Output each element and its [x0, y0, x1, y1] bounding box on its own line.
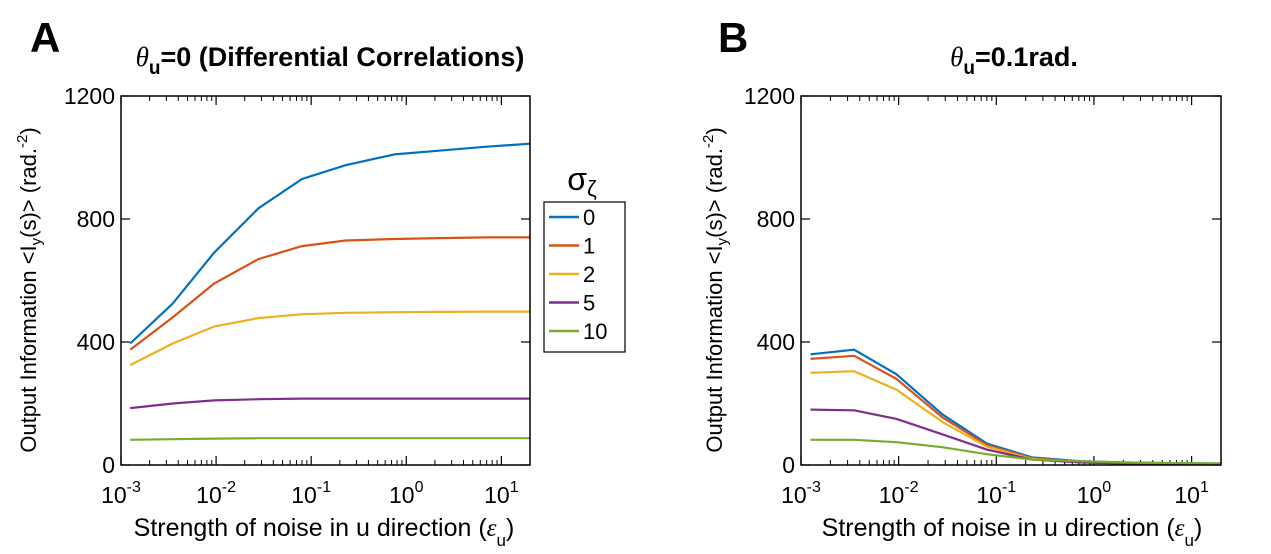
panel-a-x-tick-label-exp: -1: [317, 479, 331, 496]
panel-a-series-line-2: [129, 310, 530, 367]
panel-b-y-tick-label: 1200: [744, 83, 795, 109]
panel-b-y-tick-label: 0: [782, 452, 795, 478]
panel-a-xlabel-end: ): [506, 514, 514, 542]
panel-b-title-rest: =0.1rad.: [975, 42, 1078, 72]
panel-b-ylabel: Output Information <Iy(s)> (rad.-2): [700, 127, 731, 452]
panel-a-x-tick-label: 10-3: [101, 479, 141, 508]
panel-a-series-line-0: [129, 142, 531, 345]
panel-b-x-tick-label-exp: -1: [1002, 479, 1016, 496]
panel-b-x-tick-label-exp: -2: [904, 479, 918, 496]
panel-a-x-tick-label-base: 10: [101, 482, 127, 508]
panel-b-axes-box: [800, 95, 1222, 466]
panel-b-ylabel-end: ): [702, 127, 727, 134]
panel-a: A θu=0 (Differential Correlations) Outpu…: [14, 14, 626, 550]
panel-a-letter: A: [30, 14, 60, 61]
panel-b-x-tick-label-base: 10: [781, 482, 807, 508]
panel-b-x-tick-label-base: 10: [1174, 482, 1200, 508]
panel-b-x-tick-label: 10-3: [781, 479, 821, 508]
panel-a-x-tick-label-base: 10: [389, 482, 415, 508]
panel-b-xlabel-symbol: ε: [1175, 515, 1185, 542]
panel-b-x-tick-label-exp: 1: [1200, 479, 1209, 496]
legend-box: [543, 201, 626, 353]
panel-a-ylabel-text: Output Information <I: [16, 245, 41, 452]
panel-b-title-sub: u: [963, 58, 975, 79]
panel-b-x-tick-label-base: 10: [879, 482, 905, 508]
panel-a-xlabel-text: Strength of noise in u direction (: [134, 514, 488, 542]
panel-b-ylabel-text: Output Information <I: [702, 245, 727, 452]
panel-b-x-tick-label-exp: -3: [807, 479, 821, 496]
panel-a-xlabel: Strength of noise in u direction (εu): [134, 514, 515, 550]
panel-b-series-line-1: [810, 354, 1222, 466]
panel-b-x-tick-label: 101: [1174, 479, 1209, 508]
panel-a-ylabel-sub: y: [28, 237, 45, 245]
panel-b-x-tick-label-base: 10: [1077, 482, 1103, 508]
panel-a-ylabel-rest: (s)> (rad.: [16, 148, 41, 238]
panel-b-xlabel: Strength of noise in u direction (εu): [822, 514, 1203, 550]
panel-a-xlabel-symbol: ε: [487, 515, 497, 542]
panel-b-x-tick-label-exp: 0: [1102, 479, 1111, 496]
panel-a-x-tick-label-base: 10: [291, 482, 317, 508]
legend-title-symbol: σ: [567, 161, 587, 197]
panel-a-x-tick-label: 10-1: [291, 479, 331, 508]
panel-a-xlabel-sub: u: [497, 531, 506, 550]
panel-b-xlabel-text: Strength of noise in u direction (: [822, 514, 1176, 542]
panel-a-title-symbol: θ: [136, 42, 149, 72]
panel-a-series-line-10: [130, 437, 530, 441]
panel-a-x-tick-label: 10-2: [196, 479, 236, 508]
panel-a-y-tick-label: 0: [102, 452, 115, 478]
panel-a-y-tick-label: 400: [77, 329, 115, 355]
legend-label-10: 10: [583, 319, 607, 344]
legend-label-0: 0: [583, 205, 595, 230]
legend-label-5: 5: [583, 291, 595, 316]
panel-b-y-tick-label: 400: [757, 329, 795, 355]
panel-b-x-tick-label: 100: [1077, 479, 1112, 508]
panel-a-ylabel-end: ): [16, 127, 41, 134]
panel-a-y-tick-label: 800: [77, 206, 115, 232]
panel-a-x-tick-label-exp: 1: [510, 479, 519, 496]
panel-a-x-tick-label: 101: [484, 479, 519, 508]
panel-a-x-tick-label-base: 10: [196, 482, 222, 508]
panel-a-axes-box: [120, 95, 531, 466]
panel-a-y-tick-label: 1200: [64, 83, 115, 109]
panel-b-ylabel-sub: y: [714, 237, 731, 245]
panel-a-x-tick-label-exp: -3: [127, 479, 141, 496]
panel-b-title: θu=0.1rad.: [950, 42, 1078, 79]
panel-b-ylabel-rest: (s)> (rad.: [702, 148, 727, 238]
panel-a-ylabel: Output Information <Iy(s)> (rad.-2): [14, 127, 45, 452]
panel-b-letter: B: [718, 14, 748, 61]
legend-label-2: 2: [583, 262, 595, 287]
panel-b-y-tick-label: 800: [757, 206, 795, 232]
legend-title: σζ: [567, 161, 597, 201]
panel-a-series-line-1: [129, 236, 530, 351]
panel-b-series-line-5: [810, 408, 1222, 466]
panel-a-series-line-5: [130, 397, 530, 410]
panel-a-ylabel-sup: -2: [14, 135, 31, 148]
panel-b-x-tick-label-base: 10: [976, 482, 1002, 508]
panel-a-x-tick-label-exp: -2: [222, 479, 236, 496]
legend-label-1: 1: [583, 234, 595, 259]
panel-b-x-tick-label: 10-2: [879, 479, 919, 508]
panel-b-series-line-2: [810, 370, 1221, 466]
panel-a-x-tick-label-base: 10: [484, 482, 510, 508]
panel-a-title-sub: u: [149, 58, 161, 79]
panel-a-x-tick-label: 100: [389, 479, 424, 508]
panel-b-ylabel-sup: -2: [700, 135, 717, 148]
panel-b-xlabel-end: ): [1194, 514, 1202, 542]
legend-items: 0 1 2 5 10: [549, 205, 607, 344]
panel-b-title-symbol: θ: [950, 42, 963, 72]
panel-b: B θu=0.1rad. Output Information <Iy(s)> …: [700, 14, 1222, 550]
panel-a-title: θu=0 (Differential Correlations): [136, 42, 525, 79]
panel-a-title-rest: =0 (Differential Correlations): [161, 42, 525, 72]
panel-b-x-tick-label: 10-1: [976, 479, 1016, 508]
panel-a-x-tick-label-exp: 0: [415, 479, 424, 496]
panel-b-xlabel-sub: u: [1185, 531, 1194, 550]
panel-b-series-line-10: [810, 438, 1222, 465]
legend: σζ 0 1 2 5 10: [543, 161, 626, 353]
legend-title-sub: ζ: [587, 176, 597, 201]
